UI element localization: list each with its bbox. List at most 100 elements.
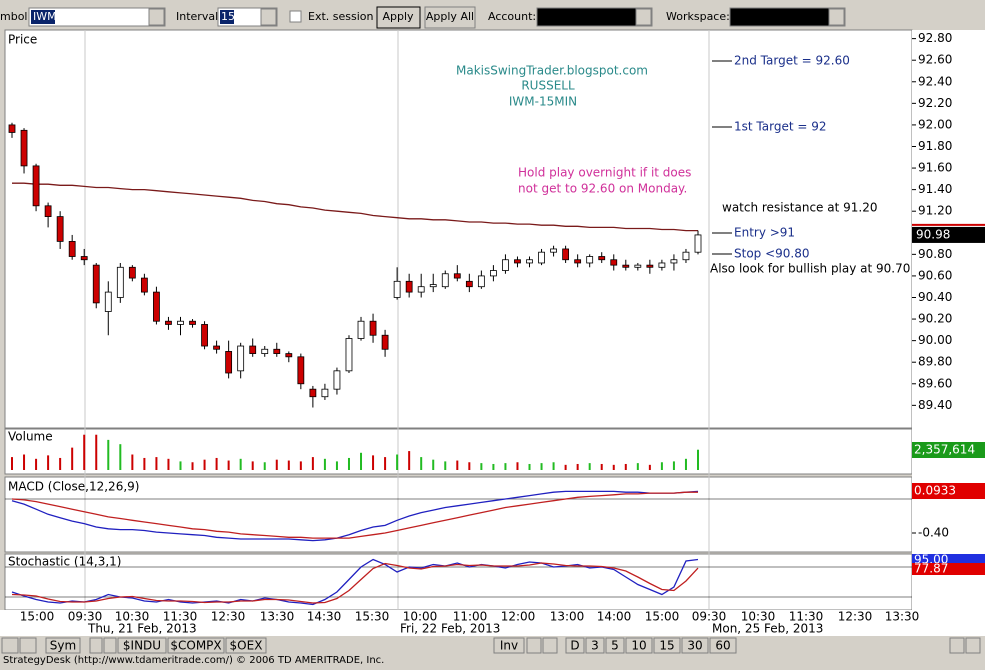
last-value-box bbox=[912, 563, 985, 575]
dropdown-button[interactable] bbox=[148, 8, 165, 26]
y-tick-label: 89.80 bbox=[918, 355, 952, 369]
inv-button-label: Inv bbox=[500, 639, 518, 653]
dropdown-button[interactable] bbox=[828, 8, 845, 26]
scroll-button[interactable] bbox=[103, 637, 117, 654]
candle-body bbox=[321, 388, 329, 398]
candle-body bbox=[429, 284, 437, 288]
y-tick-label: 92.80 bbox=[918, 31, 952, 45]
date-label: Fri, 22 Feb, 2013 bbox=[400, 622, 500, 636]
candle-body bbox=[297, 356, 305, 385]
date-label: Mon, 25 Feb, 2013 bbox=[712, 622, 823, 636]
time-label: 15:30 bbox=[355, 610, 390, 624]
volume-bar bbox=[624, 463, 627, 470]
scroll-button[interactable] bbox=[526, 637, 542, 654]
candle-body bbox=[574, 259, 582, 264]
candle-body bbox=[68, 241, 76, 257]
period-tab-label: 10 bbox=[631, 639, 646, 653]
candle-body bbox=[477, 275, 485, 288]
y-tick-label: -0.40 bbox=[918, 526, 949, 540]
period-tab[interactable] bbox=[565, 637, 585, 654]
workspace-select[interactable] bbox=[729, 7, 846, 27]
candle-body bbox=[213, 345, 220, 350]
symbol-value: IWM bbox=[33, 10, 57, 23]
symbol-tab[interactable] bbox=[225, 637, 267, 654]
candle-body bbox=[658, 262, 666, 268]
volume-bar bbox=[155, 457, 158, 470]
apply-label: Apply bbox=[382, 10, 414, 23]
scroll-button[interactable] bbox=[89, 637, 103, 654]
time-label: 14:30 bbox=[307, 610, 342, 624]
volume-bar bbox=[251, 461, 254, 470]
symbol-tab[interactable] bbox=[167, 637, 225, 654]
volume-bar bbox=[552, 462, 555, 470]
y-tick-label: 92.20 bbox=[918, 96, 952, 110]
period-tab[interactable] bbox=[709, 637, 737, 654]
scroll-button[interactable] bbox=[949, 637, 965, 654]
scroll-button[interactable] bbox=[542, 637, 558, 654]
pane-title: Stochastic (14,3,1) bbox=[8, 555, 121, 569]
period-tab[interactable] bbox=[585, 637, 605, 654]
volume-bar bbox=[311, 457, 314, 470]
ext-session-checkbox[interactable] bbox=[289, 10, 302, 23]
right-axis-bg bbox=[912, 30, 985, 610]
volume-bar bbox=[576, 463, 579, 470]
symbol-tab[interactable] bbox=[117, 637, 167, 654]
time-label: 11:30 bbox=[163, 610, 198, 624]
apply-all-button[interactable] bbox=[424, 6, 476, 29]
period-tab[interactable] bbox=[605, 637, 625, 654]
period-tab-label: 30 bbox=[687, 639, 702, 653]
volume-bar bbox=[239, 458, 242, 470]
last-price-label: 90.98 bbox=[916, 227, 950, 241]
candle-body bbox=[441, 273, 449, 288]
volume-bar bbox=[11, 457, 13, 470]
time-label: 11:30 bbox=[789, 610, 824, 624]
volume-bar bbox=[299, 461, 302, 470]
dropdown-button[interactable] bbox=[635, 8, 652, 26]
apply-button[interactable] bbox=[376, 6, 421, 29]
y-tick-label: 89.40 bbox=[918, 398, 952, 412]
period-tab[interactable] bbox=[681, 637, 709, 654]
candle-body bbox=[682, 251, 690, 261]
time-label: 15:00 bbox=[645, 610, 680, 624]
y-tick-label: 91.80 bbox=[918, 139, 952, 153]
y-tick-label: 90.20 bbox=[918, 312, 952, 326]
candle-body bbox=[562, 248, 570, 261]
inv-button[interactable] bbox=[493, 637, 525, 654]
interval-value: 15 bbox=[221, 10, 235, 23]
last-volume-box bbox=[912, 442, 985, 458]
candle-body bbox=[189, 320, 196, 325]
period-tab[interactable] bbox=[625, 637, 653, 654]
volume-bar bbox=[384, 457, 387, 470]
candle-body bbox=[177, 320, 184, 325]
volume-bar bbox=[540, 463, 543, 470]
symbol-input[interactable] bbox=[28, 7, 166, 27]
candle-body bbox=[550, 248, 557, 253]
account-select[interactable] bbox=[536, 7, 653, 27]
moving-average bbox=[12, 182, 698, 232]
volume-bar bbox=[456, 460, 459, 470]
period-tab[interactable] bbox=[653, 637, 681, 654]
volume-bar bbox=[660, 462, 663, 470]
volume-bar bbox=[444, 461, 447, 470]
sym-button[interactable] bbox=[45, 637, 81, 654]
candle-body bbox=[116, 266, 124, 298]
volume-bar bbox=[167, 458, 170, 470]
time-label: 10:00 bbox=[403, 610, 438, 624]
volume-bar bbox=[588, 463, 591, 470]
volume-bar bbox=[335, 461, 338, 470]
time-label: 13:00 bbox=[550, 610, 585, 624]
volume-bar bbox=[468, 462, 471, 470]
candle-body bbox=[165, 320, 172, 325]
scroll-button[interactable] bbox=[965, 637, 981, 654]
candle-body bbox=[201, 324, 208, 347]
dropdown-button[interactable] bbox=[260, 8, 277, 26]
symbol-label: mbol: bbox=[0, 10, 31, 23]
y-tick-label: 89.60 bbox=[918, 376, 952, 390]
volume-bar bbox=[215, 457, 218, 470]
account-label: Account: bbox=[488, 10, 536, 23]
sym-button-label: Sym bbox=[50, 639, 76, 653]
candle-body bbox=[538, 251, 545, 264]
scroll-button[interactable] bbox=[1, 637, 19, 654]
scroll-button[interactable] bbox=[19, 637, 37, 654]
